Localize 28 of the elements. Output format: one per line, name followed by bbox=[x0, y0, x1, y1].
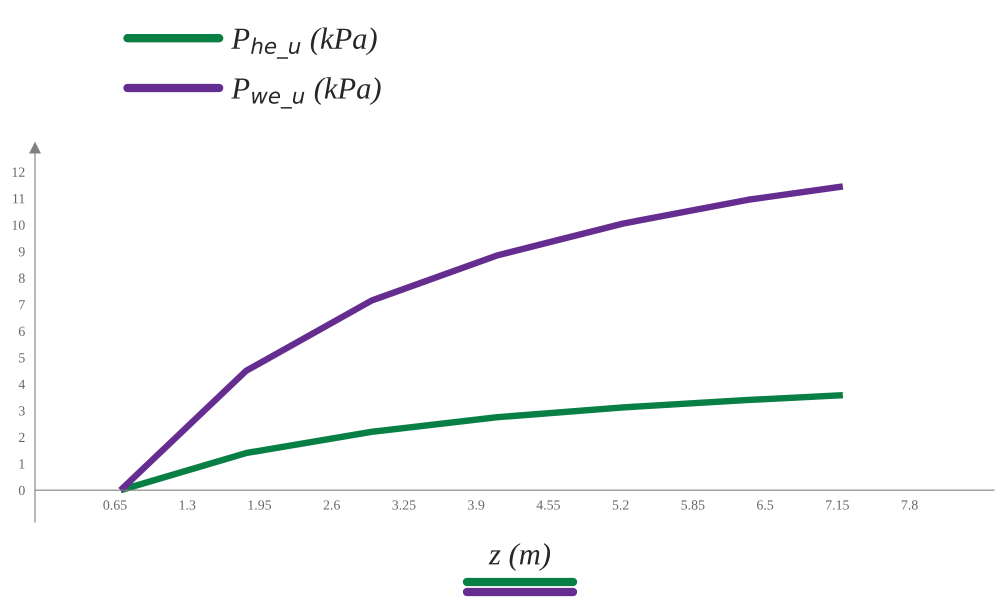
x-tick-label: 0.65 bbox=[103, 500, 127, 510]
y-tick-label: 9 bbox=[18, 247, 25, 256]
y-tick-label: 0 bbox=[18, 486, 25, 496]
y-tick-label: 12 bbox=[12, 167, 25, 177]
y-tick-label: 1 bbox=[20, 459, 24, 468]
x-tick-label: 7.15 bbox=[826, 500, 849, 510]
x-tick-label: 7.8 bbox=[902, 500, 918, 510]
y-tick-label: 5 bbox=[19, 353, 25, 362]
x-tick-label: 6.5 bbox=[757, 500, 774, 510]
y-tick-label: 4 bbox=[18, 380, 26, 389]
x-tick-label: 3.25 bbox=[392, 500, 416, 510]
x-tick-label: 5.2 bbox=[612, 500, 629, 510]
y-tick-label: 11 bbox=[13, 194, 24, 204]
y-tick-label: 3 bbox=[18, 406, 25, 416]
x-tick-label: 2.6 bbox=[324, 500, 340, 510]
y-tick-label: 2 bbox=[18, 432, 25, 442]
x-tick-label: 1.95 bbox=[248, 500, 272, 510]
legend-label: P$_{we_u}$ (kPa) bbox=[231, 77, 381, 109]
x-tick-label: 5.85 bbox=[682, 500, 704, 510]
y-tick-label: 8 bbox=[18, 274, 25, 283]
x-tick-label: 4.55 bbox=[536, 500, 560, 510]
x-tick-label: 3.9 bbox=[468, 500, 484, 510]
x-tick-label: 1.3 bbox=[180, 500, 196, 510]
legend-label: P$_{he_u}$ (kPa) bbox=[231, 28, 377, 59]
y-tick-label: 6 bbox=[18, 326, 25, 336]
y-tick-label: 10 bbox=[12, 220, 25, 230]
x-axis-title: z (m) bbox=[488, 543, 550, 571]
y-tick-label: 7 bbox=[19, 300, 25, 310]
